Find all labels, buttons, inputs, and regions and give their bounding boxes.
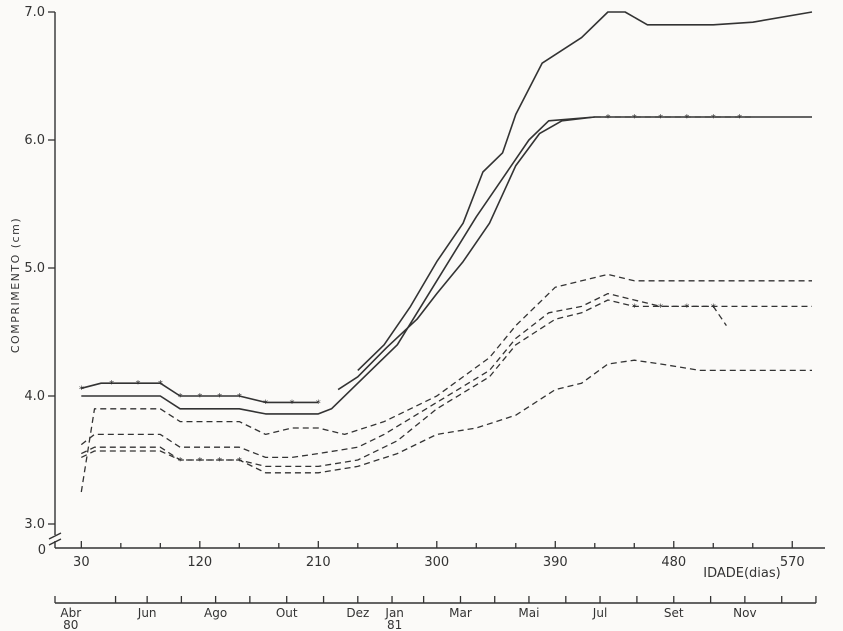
series-3-marker-9: * [289, 398, 294, 409]
series-4-marker-5: * [737, 113, 742, 124]
y-tick-label-2: 5.0 [24, 261, 45, 276]
series-3-marker-1: * [109, 379, 114, 390]
series-7-marker-4: * [632, 302, 637, 313]
x-tick-label-5: 480 [661, 555, 686, 570]
series-line-1 [337, 116, 595, 391]
y-axis-title: COMPRIMENTO (cm) [9, 217, 22, 353]
series-7-marker-6: * [684, 302, 689, 313]
x-tick-label-4: 390 [543, 555, 568, 570]
month-label-8: Jul [592, 606, 607, 620]
series-line-8 [81, 359, 812, 474]
series-line-6 [80, 292, 812, 459]
x-tick-label-0: 30 [73, 555, 90, 570]
y-tick-label-0: 3.0 [24, 517, 45, 532]
series-7-marker-5: * [658, 302, 663, 313]
series-3-marker-5: * [197, 392, 202, 403]
series-4-marker-4: * [711, 113, 716, 124]
y-tick-label-3: 6.0 [24, 133, 45, 148]
series-3-marker-4: * [178, 392, 183, 403]
series-3-marker-8: * [263, 398, 268, 409]
series-3-marker-10: * [316, 398, 321, 409]
series-7-marker-2: * [217, 456, 222, 467]
series-3-marker-3: * [158, 379, 163, 390]
month-year-label-0: 80 [63, 618, 78, 631]
series-line-0 [81, 116, 812, 415]
y-tick-label-4: 7.0 [24, 5, 45, 20]
y-axis-break [48, 532, 62, 546]
month-label-7: Mai [518, 606, 539, 620]
plot-axes: 3.0 4.0 5.0 6.0 7.0 30 120 210 300 390 480 570 [24, 5, 825, 570]
x-tick-label-3: 300 [424, 555, 449, 570]
x-tick-label-1: 120 [187, 555, 212, 570]
month-label-4: Dez [346, 606, 369, 620]
month-year-label-5: 81 [387, 618, 402, 631]
month-label-0: Abr [60, 606, 81, 620]
series-3-marker-0: * [79, 384, 84, 395]
series-3-marker-2: * [135, 379, 140, 390]
y-origin-label: 0 [38, 543, 46, 558]
series-7-marker-3: * [237, 456, 242, 467]
x-tick-label-6: 570 [780, 555, 805, 570]
series-4-marker-2: * [658, 113, 663, 124]
month-label-3: Out [276, 606, 298, 620]
month-label-2: Ago [204, 606, 227, 620]
series-layer: * * * * * * * * * * * * * * * * * * * * * * * * * [79, 11, 813, 493]
series-line-7 [81, 299, 727, 468]
series-7-marker-0: * [178, 456, 183, 467]
y-tick-label-1: 4.0 [24, 389, 45, 404]
series-line-3 [81, 382, 319, 404]
series-line-5 [80, 273, 812, 493]
series-3-marker-6: * [217, 392, 222, 403]
series-4-marker-3: * [684, 113, 689, 124]
month-label-5: Jan [384, 606, 404, 620]
series-line-2 [357, 11, 813, 371]
series-7-marker-7: * [711, 302, 716, 313]
month-label-6: Mar [449, 606, 472, 620]
series-4-marker-0: * [605, 113, 610, 124]
x-axis-title: IDADE(dias) [703, 566, 780, 581]
series-4-marker-1: * [632, 113, 637, 124]
month-label-1: Jun [137, 606, 157, 620]
x-tick-label-2: 210 [306, 555, 331, 570]
series-7-marker-1: * [197, 456, 202, 467]
month-label-10: Nov [733, 606, 756, 620]
series-3-marker-7: * [237, 392, 242, 403]
month-label-9: Set [664, 606, 684, 620]
